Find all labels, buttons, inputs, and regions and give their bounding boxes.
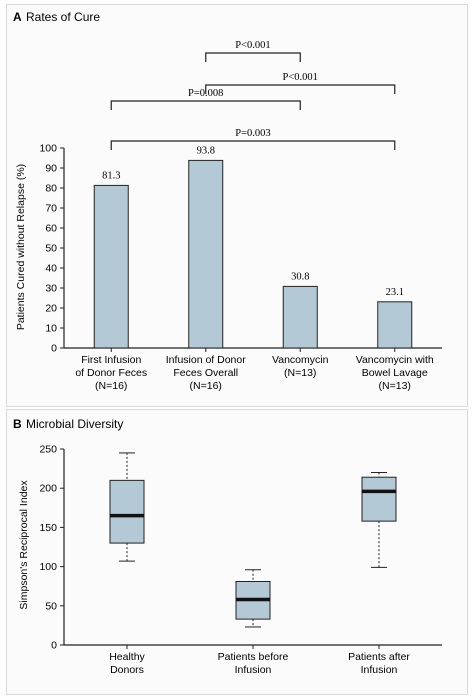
box [361,476,397,522]
y-tick-label-b: 100 [39,561,57,573]
comparison-bracket [205,84,396,94]
bar [188,159,224,349]
panel-b-letter: B [13,417,22,431]
p-value-label: P=0.003 [235,128,270,139]
y-tick-label-a: 0 [51,343,57,355]
bar-value-label: 23.1 [386,287,404,298]
boxes-b [109,452,397,628]
panel-a-title: Rates of Cure [26,10,100,24]
bars-a: 81.3 93.8 30.8 23.1 [93,145,413,349]
y-tick-label-a: 70 [45,203,57,215]
y-tick-label-a: 10 [45,323,57,335]
panel-b-frame [6,409,468,695]
y-tick-label-b: 200 [39,483,57,495]
rates-of-cure-chart: A Rates of Cure Patients Cured without R… [13,10,442,392]
category-label-a: (N=16) [95,380,127,392]
comparison-bracket [110,100,301,110]
y-axis-label-a: Patients Cured without Relapse (%) [15,164,27,330]
comparison-bracket [110,140,396,150]
y-tick-label-b: 0 [51,640,57,652]
category-label-a: (N=16) [190,380,222,392]
category-label-b: Infusion [361,664,398,676]
bar-value-label: 81.3 [102,170,120,181]
category-label-a: Bowel Lavage [362,367,428,379]
category-label-a: First Infusion [81,354,141,366]
category-label-a: Vancomycin with [356,354,434,366]
box [109,479,145,544]
category-label-b: Donors [110,664,144,676]
y-tick-label-a: 50 [45,243,57,255]
y-tick-label-b: 250 [39,444,57,456]
category-label-a: of Donor Feces [75,367,147,379]
p-value-label: P<0.001 [283,72,318,83]
p-value-label: P=0.008 [188,88,223,99]
panel-b-title: Microbial Diversity [26,417,123,431]
bar [93,184,129,349]
y-tick-label-a: 30 [45,283,57,295]
category-label-b: Patients before [218,651,289,663]
p-value-label: P<0.001 [235,40,270,51]
category-label-b: Infusion [235,664,272,676]
category-label-a: (N=13) [379,380,411,392]
category-label-a: Feces Overall [173,367,238,379]
y-tick-label-b: 50 [45,600,57,612]
category-label-a: (N=13) [284,367,316,379]
bar-value-label: 93.8 [197,145,215,156]
y-tick-label-a: 40 [45,263,57,275]
comparison-bracket [205,52,301,62]
y-tick-label-a: 100 [39,143,57,155]
comparisons-a: P<0.001 P<0.001 P=0.008 P=0.003 [110,40,396,150]
microbial-diversity-chart: B Microbial Diversity Simpson's Reciproc… [13,417,442,676]
bar-value-label: 30.8 [291,271,309,282]
category-label-a: Infusion of Donor [166,354,246,366]
y-axis-label-b: Simpson's Reciprocal Index [18,480,30,610]
y-tick-label-b: 150 [39,522,57,534]
y-tick-label-a: 60 [45,223,57,235]
category-label-a: Vancomycin [272,354,329,366]
panel-a-letter: A [13,10,22,24]
y-tick-label-a: 80 [45,183,57,195]
bar [282,285,318,349]
bar [377,301,413,349]
category-label-b: Patients after [348,651,410,663]
y-tick-label-a: 90 [45,163,57,175]
y-tick-label-a: 20 [45,303,57,315]
category-label-b: Healthy [109,651,145,663]
